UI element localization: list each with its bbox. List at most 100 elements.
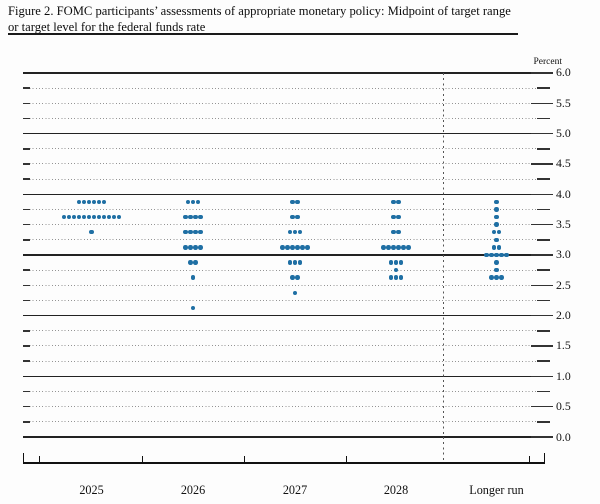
projection-dot — [285, 245, 290, 250]
projection-dot — [287, 229, 293, 235]
gridline-major — [23, 375, 545, 378]
projection-dot — [290, 275, 295, 280]
projection-dot — [491, 245, 497, 250]
projection-dot — [491, 229, 497, 235]
projection-dot — [494, 207, 499, 212]
right-axis-tick — [531, 284, 553, 287]
figure-title-line2: or target level for the federal funds ra… — [8, 19, 206, 34]
left-axis-tick — [23, 239, 30, 241]
projection-dot — [101, 214, 107, 220]
projection-dot — [198, 214, 203, 220]
left-axis-tick — [23, 87, 30, 89]
projection-dot — [61, 214, 67, 220]
projection-dot — [393, 275, 399, 280]
projection-dot — [290, 199, 295, 205]
projection-dot — [86, 214, 92, 220]
projection-dot — [106, 214, 112, 220]
figure-title: Figure 2. FOMC participants’ assessments… — [8, 4, 592, 35]
y-axis-label: 0.0 — [556, 429, 571, 444]
projection-dot — [494, 214, 499, 220]
category-label: 2028 — [383, 483, 409, 497]
right-axis-tick — [537, 421, 550, 423]
gridline-major — [23, 254, 545, 256]
projection-dot — [66, 214, 72, 220]
gridline-minor — [23, 224, 545, 226]
gridline-minor — [23, 345, 545, 347]
left-axis-tick — [23, 330, 30, 332]
right-axis-tick — [537, 148, 550, 150]
projection-dot — [198, 245, 203, 250]
projection-dot — [295, 245, 300, 250]
projection-dot — [489, 275, 494, 280]
projection-dot — [295, 275, 300, 280]
projection-dot — [396, 199, 401, 205]
right-axis-tick — [537, 330, 550, 332]
projection-dot — [183, 229, 188, 235]
projection-dot — [89, 229, 94, 235]
right-axis-tick — [531, 375, 553, 378]
projection-dot — [193, 229, 198, 235]
projection-dot — [391, 199, 396, 205]
y-axis-label: 5.0 — [556, 126, 571, 141]
projection-dot — [297, 260, 303, 265]
gridline-minor — [23, 148, 545, 150]
x-axis-tick — [529, 456, 531, 463]
right-axis-tick — [531, 223, 553, 226]
right-axis-tick — [531, 72, 553, 74]
projection-dot — [494, 260, 499, 265]
y-axis-label: 3.0 — [556, 247, 571, 262]
projection-dot — [76, 214, 82, 220]
projection-dot — [183, 245, 188, 250]
right-axis-tick — [531, 254, 553, 256]
projection-dot — [290, 245, 295, 250]
left-axis-tick — [23, 421, 30, 423]
gridline-minor — [23, 406, 545, 408]
projection-dot — [190, 305, 196, 311]
figure-title-line1: Figure 2. FOMC participants’ assessments… — [8, 4, 511, 18]
projection-dot — [188, 260, 193, 265]
projection-dot — [295, 199, 300, 205]
projection-dot — [494, 222, 499, 227]
projection-dot — [386, 245, 391, 250]
x-axis-corner — [23, 453, 25, 463]
left-axis-tick — [23, 390, 30, 393]
left-axis-tick — [23, 117, 30, 120]
left-axis-tick — [23, 223, 30, 226]
category-label: 2027 — [282, 483, 308, 497]
projection-dot — [396, 245, 401, 250]
projection-dot — [81, 214, 87, 220]
projection-dot — [292, 290, 298, 296]
gridline-minor — [23, 178, 545, 180]
gridline-minor — [23, 360, 545, 362]
right-axis-tick — [537, 178, 550, 180]
projection-dot — [297, 229, 303, 235]
title-rule — [8, 33, 518, 35]
left-axis-tick — [23, 345, 30, 347]
left-axis-tick — [23, 163, 30, 165]
projection-dot — [116, 214, 122, 220]
y-axis-unit-label: Percent — [533, 57, 563, 67]
projection-dot — [504, 252, 509, 258]
projection-dot — [91, 199, 97, 205]
projection-dot — [391, 245, 396, 250]
projection-dot — [391, 229, 396, 235]
projection-dot — [193, 245, 198, 250]
projection-dot — [76, 199, 82, 205]
projection-dot — [111, 214, 117, 220]
gridline-major — [23, 314, 545, 317]
y-axis-label: 0.5 — [556, 399, 571, 414]
projection-dot — [86, 199, 92, 205]
projection-dot — [494, 252, 499, 258]
y-axis-label: 2.5 — [556, 277, 571, 292]
projection-dot — [290, 214, 295, 220]
projection-dot — [494, 199, 499, 205]
projection-dot — [183, 214, 188, 220]
gridline-minor — [23, 299, 545, 301]
projection-dot — [391, 214, 396, 220]
projection-dot — [494, 275, 499, 280]
left-axis-tick — [23, 102, 30, 105]
right-axis-tick — [531, 345, 553, 347]
right-axis-tick — [531, 314, 553, 317]
gridline-minor — [23, 163, 545, 165]
